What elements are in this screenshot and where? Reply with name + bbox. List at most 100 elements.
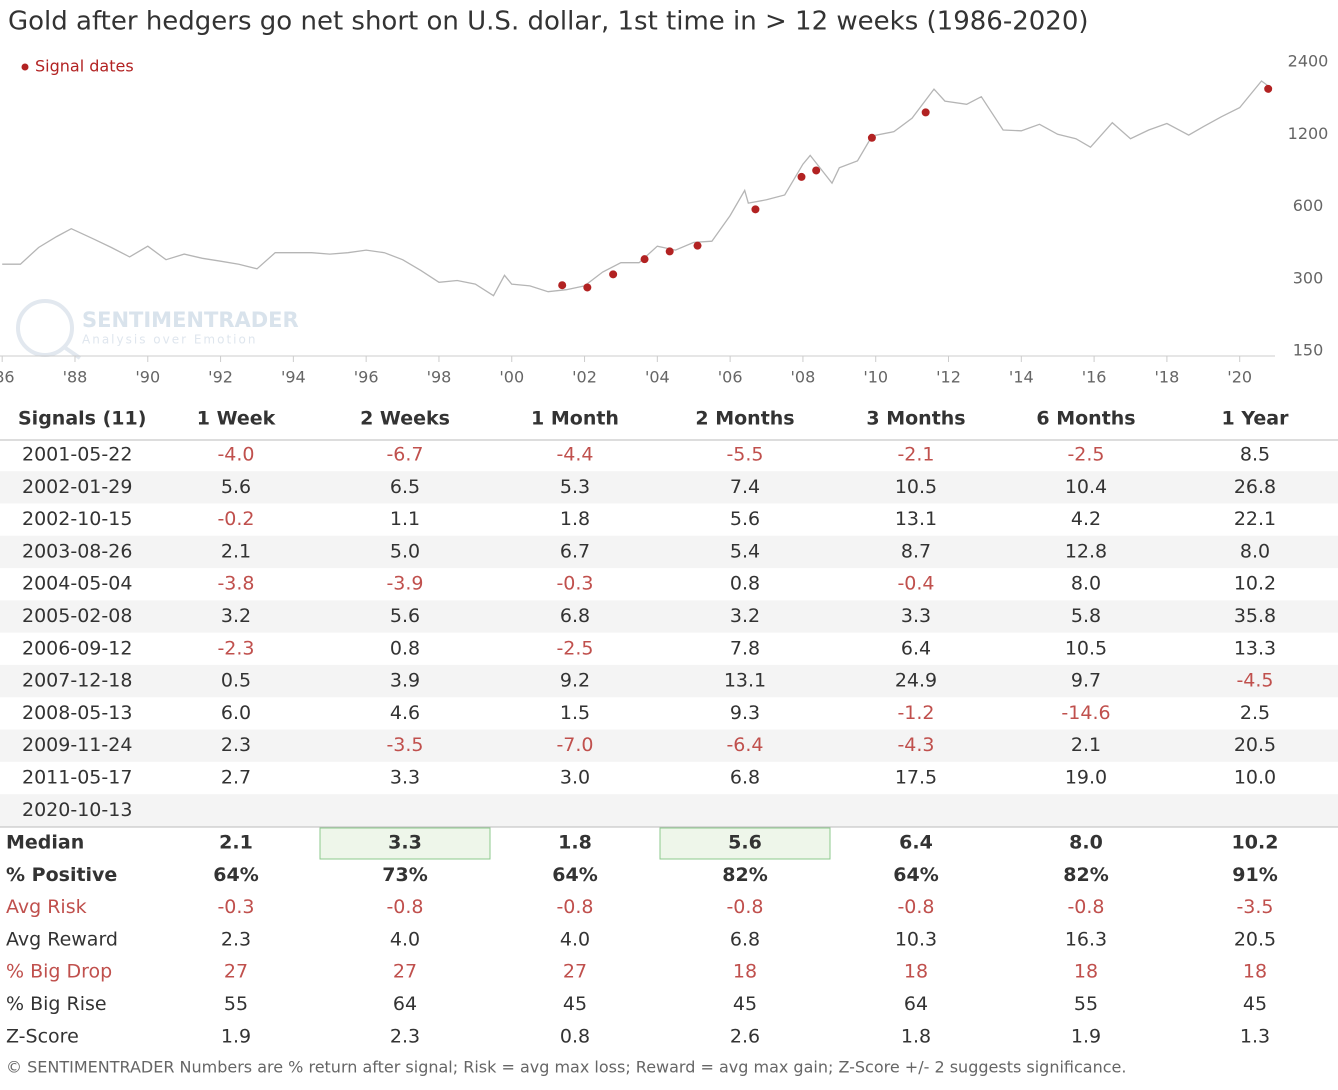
summary-cell: 20.5 bbox=[1234, 928, 1276, 950]
price-line bbox=[2, 80, 1270, 297]
signal-date: 2009-11-24 bbox=[22, 734, 132, 756]
cell: -0.3 bbox=[556, 573, 593, 595]
cell: -4.5 bbox=[1236, 670, 1273, 692]
signal-point bbox=[812, 166, 821, 175]
summary-cell: 1.8 bbox=[558, 832, 592, 854]
watermark-title: SENTIMENTRADER bbox=[82, 308, 299, 332]
signal-point bbox=[640, 255, 649, 264]
cell: 8.5 bbox=[1240, 444, 1270, 466]
x-tick-label: '96 bbox=[354, 368, 379, 387]
x-tick-label: '86 bbox=[0, 368, 15, 387]
cell: -3.5 bbox=[386, 734, 423, 756]
column-header: 1 Year bbox=[1222, 408, 1290, 430]
summary-cell: 2.6 bbox=[730, 1025, 760, 1047]
cell: -2.5 bbox=[1067, 444, 1104, 466]
cell: 1.1 bbox=[390, 508, 420, 530]
summary-label: % Big Rise bbox=[6, 993, 107, 1015]
summary-cell: 2.3 bbox=[221, 928, 251, 950]
x-tick-label: '94 bbox=[281, 368, 306, 387]
cell: 9.3 bbox=[730, 702, 760, 724]
cell: 19.0 bbox=[1065, 767, 1107, 789]
column-header: 1 Month bbox=[531, 408, 619, 430]
cell: 9.2 bbox=[560, 670, 590, 692]
cell: -14.6 bbox=[1061, 702, 1110, 724]
x-tick-label: '06 bbox=[718, 368, 743, 387]
cell: 6.7 bbox=[560, 540, 590, 562]
y-tick-label: 1200 bbox=[1288, 124, 1329, 143]
cell: 6.5 bbox=[390, 476, 420, 498]
summary-cell: 4.0 bbox=[560, 928, 590, 950]
cell: 5.8 bbox=[1071, 605, 1101, 627]
x-tick-label: '88 bbox=[63, 368, 88, 387]
cell: 10.0 bbox=[1234, 767, 1276, 789]
cell: 2.1 bbox=[1071, 734, 1101, 756]
signal-point bbox=[1264, 84, 1273, 93]
cell: 10.2 bbox=[1234, 573, 1276, 595]
column-header: 1 Week bbox=[197, 408, 276, 430]
summary-cell: 18 bbox=[733, 961, 757, 983]
cell: -5.5 bbox=[726, 444, 763, 466]
summary-label: Avg Risk bbox=[6, 896, 87, 918]
summary-cell: 27 bbox=[563, 961, 587, 983]
row-stripe bbox=[0, 794, 1338, 827]
cell: 8.7 bbox=[901, 540, 931, 562]
cell: 5.3 bbox=[560, 476, 590, 498]
cell: -2.1 bbox=[897, 444, 934, 466]
column-header: 6 Months bbox=[1036, 408, 1135, 430]
cell: 13.3 bbox=[1234, 637, 1276, 659]
summary-cell: 45 bbox=[563, 993, 587, 1015]
x-tick-label: '12 bbox=[936, 368, 961, 387]
summary-cell: 18 bbox=[904, 961, 928, 983]
signal-date: 2008-05-13 bbox=[22, 702, 132, 724]
signal-point bbox=[921, 108, 930, 117]
cell: 10.4 bbox=[1065, 476, 1107, 498]
cell: -1.2 bbox=[897, 702, 934, 724]
signal-date: 2002-01-29 bbox=[22, 476, 132, 498]
summary-cell: -0.8 bbox=[386, 896, 423, 918]
summary-cell: 3.3 bbox=[388, 832, 422, 854]
summary-cell: 18 bbox=[1243, 961, 1267, 983]
watermark-subtitle: Analysis over Emotion bbox=[82, 333, 257, 347]
cell: 20.5 bbox=[1234, 734, 1276, 756]
x-tick-label: '02 bbox=[572, 368, 597, 387]
row-stripe bbox=[0, 600, 1338, 633]
row-stripe bbox=[0, 535, 1338, 569]
signal-date: 2002-10-15 bbox=[22, 508, 132, 530]
summary-cell: 45 bbox=[733, 993, 757, 1015]
column-header: 2 Months bbox=[695, 408, 794, 430]
summary-cell: 82% bbox=[722, 864, 767, 886]
cell: 3.0 bbox=[560, 767, 590, 789]
summary-cell: 1.9 bbox=[1071, 1025, 1101, 1047]
cell: 3.2 bbox=[221, 605, 251, 627]
cell: 10.5 bbox=[1065, 637, 1107, 659]
signal-date: 2004-05-04 bbox=[22, 573, 132, 595]
x-tick-label: '90 bbox=[135, 368, 160, 387]
summary-cell: 1.3 bbox=[1240, 1025, 1270, 1047]
signal-date: 2001-05-22 bbox=[22, 444, 132, 466]
cell: 3.2 bbox=[730, 605, 760, 627]
cell: 7.8 bbox=[730, 637, 760, 659]
signal-date: 2005-02-08 bbox=[22, 605, 132, 627]
signal-point bbox=[797, 172, 806, 181]
cell: 17.5 bbox=[895, 767, 937, 789]
cell: 2.3 bbox=[221, 734, 251, 756]
summary-label: % Positive bbox=[6, 864, 117, 886]
cell: 13.1 bbox=[724, 670, 766, 692]
signal-date: 2003-08-26 bbox=[22, 540, 132, 562]
x-tick-label: '08 bbox=[791, 368, 816, 387]
cell: 0.8 bbox=[730, 573, 760, 595]
signal-date: 2006-09-12 bbox=[22, 637, 132, 659]
summary-cell: 64% bbox=[213, 864, 258, 886]
summary-cell: 45 bbox=[1243, 993, 1267, 1015]
highlight-box bbox=[319, 827, 491, 860]
cell: 2.5 bbox=[1240, 702, 1270, 724]
cell: 6.8 bbox=[730, 767, 760, 789]
signal-point bbox=[693, 241, 702, 250]
summary-label: Z-Score bbox=[6, 1025, 79, 1047]
cell: 13.1 bbox=[895, 508, 937, 530]
cell: 6.8 bbox=[560, 605, 590, 627]
y-tick-label: 2400 bbox=[1288, 52, 1329, 71]
summary-label: % Big Drop bbox=[6, 961, 112, 983]
y-tick-label: 600 bbox=[1293, 196, 1324, 215]
